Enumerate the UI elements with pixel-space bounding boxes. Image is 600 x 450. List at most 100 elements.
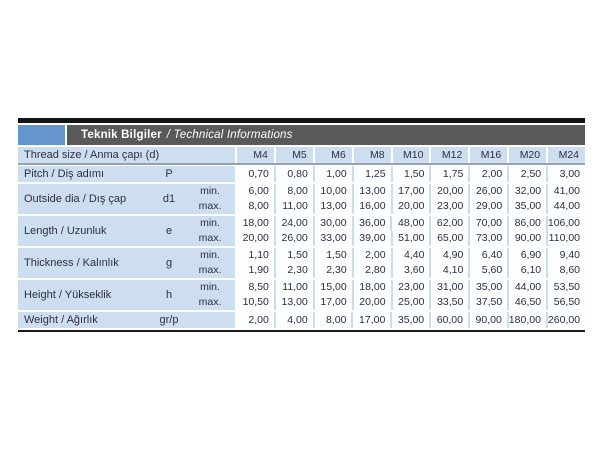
subrow-label: max. (198, 296, 222, 308)
data-cell: 1,90 (237, 263, 274, 278)
data-cell: 44,00 (546, 199, 586, 214)
size-column-header: M4 (237, 147, 274, 163)
data-cell: 70,00 (468, 216, 508, 231)
header-divider-line (18, 163, 585, 165)
group-data-block: 18,00 24,00 30,00 36,00 48,00 62,00 70,00 86,00… (237, 216, 586, 246)
data-cell: 33,00 (312, 231, 352, 246)
title-text-en: / Technical Informations (166, 129, 293, 141)
size-column-header: M16 (468, 147, 508, 163)
data-cell: 1,00 (312, 166, 352, 182)
data-cell: 41,00 (546, 184, 586, 199)
data-cell: 0,80 (273, 166, 313, 182)
spec-group: Thickness / Kalınlık g min. max. 1,10 1,50 1,5… (18, 248, 586, 278)
data-cell: 20,00 (351, 295, 391, 310)
data-cell: 32,00 (507, 184, 547, 199)
data-cell: 6,10 (507, 263, 547, 278)
size-column-header: M6 (312, 147, 352, 163)
data-cell: 3,00 (546, 166, 586, 182)
data-cell: 53,50 (546, 280, 586, 295)
subrow-label: min. (200, 281, 220, 293)
data-cell: 35,00 (468, 280, 508, 295)
bottom-rule (18, 330, 585, 332)
data-cell: 18,00 (237, 216, 274, 231)
data-cell: 1,50 (312, 248, 352, 263)
data-cell: 60,00 (429, 312, 468, 328)
spec-group: Height / Yükseklik h min. max. 8,50 11,00 15,0… (18, 280, 586, 310)
subrow-label: min. (200, 249, 220, 261)
data-cell: 18,00 (351, 280, 391, 295)
group-label: Thickness / Kalınlık (24, 257, 119, 269)
group-label: Outside dia / Dış çap (24, 193, 127, 205)
group-symbol: g (165, 257, 173, 269)
data-cell: 29,00 (468, 199, 508, 214)
spec-group: Outside dia / Dış çap d1 min. max. 6,00 8,00 1… (18, 184, 586, 214)
top-rule (18, 118, 585, 123)
group-label-block: Height / Yükseklik h min. max. (18, 280, 235, 310)
data-cell: 6,40 (468, 248, 508, 263)
data-cell: 1,10 (237, 248, 274, 263)
data-cell: 1,50 (273, 248, 313, 263)
data-cell: 86,00 (507, 216, 546, 231)
data-cell: 37,50 (468, 295, 508, 310)
data-cell: 17,00 (351, 312, 391, 328)
group-label-block: Length / Uzunluk e min. max. (18, 216, 235, 246)
data-cell: 2,00 (237, 312, 274, 328)
group-symbol: e (165, 225, 173, 237)
data-row: 18,00 24,00 30,00 36,00 48,00 62,00 70,00 86,00… (237, 216, 585, 231)
data-cell: 1,75 (429, 166, 469, 182)
subrow-label: max. (198, 264, 222, 276)
size-column-header: M10 (390, 147, 430, 163)
data-cell: 260,00 (545, 312, 586, 328)
title-text-tr: Teknik Bilgiler (81, 129, 162, 141)
data-cell: 6,90 (507, 248, 547, 263)
data-cell: 3,60 (390, 263, 430, 278)
group-label-block: Weight / Ağırlık gr/p (18, 312, 235, 328)
data-cell: 31,00 (429, 280, 469, 295)
data-cell: 8,00 (312, 312, 352, 328)
group-symbol: h (165, 289, 173, 301)
spec-group: Weight / Ağırlık gr/p 2,00 4,00 8,00 17,00 35,… (18, 312, 586, 328)
data-cell: 17,00 (390, 184, 430, 199)
data-row: 1,10 1,50 1,50 2,00 4,40 4,90 6,40 6,90 9,40 (237, 248, 586, 263)
data-cell: 9,40 (546, 248, 586, 263)
data-cell: 36,00 (351, 216, 391, 231)
data-cell: 110,00 (546, 231, 586, 246)
group-subrow-labels: min. max. (185, 280, 235, 310)
data-cell: 35,00 (390, 312, 430, 328)
data-cell: 73,00 (468, 231, 508, 246)
subrow-label: max. (198, 200, 222, 212)
data-cell: 1,50 (390, 166, 430, 182)
data-cell: 20,00 (390, 199, 430, 214)
data-cell: 26,00 (468, 184, 508, 199)
data-cell: 11,00 (273, 199, 313, 214)
group-symbol: d1 (162, 193, 176, 205)
data-cell: 17,00 (312, 295, 352, 310)
data-cell: 33,50 (429, 295, 469, 310)
data-cell: 10,00 (312, 184, 352, 199)
group-symbol: gr/p (159, 314, 179, 326)
group-label-block: Pitch / Diş adımı P (18, 166, 235, 182)
group-subrow-labels: min. max. (185, 184, 235, 214)
group-label: Weight / Ağırlık (24, 314, 98, 326)
data-cell: 39,00 (351, 231, 391, 246)
group-data-block: 6,00 8,00 10,00 13,00 17,00 20,00 26,00 32,00 41… (237, 184, 586, 214)
data-cell: 1,25 (351, 166, 391, 182)
data-cell: 44,00 (507, 280, 547, 295)
size-column-header: M24 (546, 147, 586, 163)
group-label-block: Outside dia / Dış çap d1 min. max. (18, 184, 235, 214)
data-cell: 2,30 (312, 263, 352, 278)
data-cell: 8,00 (237, 199, 274, 214)
table-groups: Pitch / Diş adımı P 0,70 0,80 1,00 1,25 1,50 1,… (18, 166, 586, 328)
data-cell: 10,50 (237, 295, 274, 310)
title-bar: Teknik Bilgiler / Technical Informations (18, 125, 585, 145)
group-subrow-labels (185, 312, 235, 328)
group-symbol: P (165, 168, 173, 180)
title-accent-square (18, 125, 65, 145)
data-cell: 2,00 (468, 166, 508, 182)
subrow-label: min. (200, 217, 220, 229)
group-subrow-labels (185, 166, 235, 182)
data-cell: 8,60 (546, 263, 586, 278)
size-column-header: M20 (507, 147, 547, 163)
spec-sheet: Teknik Bilgiler / Technical Informations… (18, 118, 586, 332)
